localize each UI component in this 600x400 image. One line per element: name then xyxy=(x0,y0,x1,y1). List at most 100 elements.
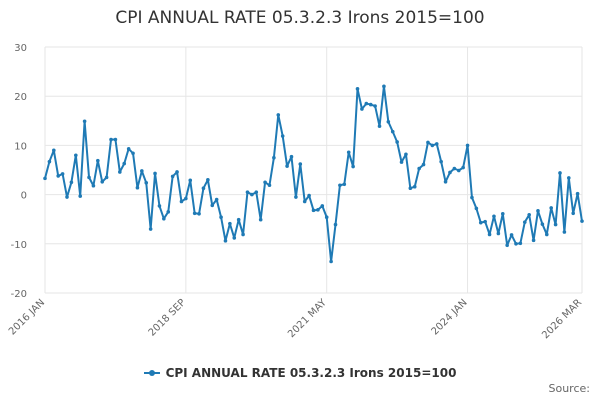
data-point[interactable] xyxy=(360,107,364,111)
data-point[interactable] xyxy=(522,220,527,224)
data-point[interactable] xyxy=(311,208,316,213)
data-point[interactable] xyxy=(43,176,47,181)
data-point[interactable] xyxy=(571,211,575,216)
data-point[interactable] xyxy=(412,184,417,189)
data-point[interactable] xyxy=(417,166,421,171)
data-point[interactable] xyxy=(162,216,166,221)
data-point[interactable] xyxy=(377,124,382,129)
data-point[interactable] xyxy=(56,174,61,178)
data-point[interactable] xyxy=(474,206,479,211)
data-point[interactable] xyxy=(118,170,122,174)
data-point[interactable] xyxy=(382,84,386,89)
data-point[interactable] xyxy=(338,183,342,188)
data-point[interactable] xyxy=(285,164,289,168)
data-point[interactable] xyxy=(82,119,87,124)
data-point[interactable] xyxy=(399,160,404,164)
data-point[interactable] xyxy=(448,170,452,175)
data-point[interactable] xyxy=(320,204,325,208)
data-point[interactable] xyxy=(575,191,580,196)
data-point[interactable] xyxy=(122,161,127,166)
data-point[interactable] xyxy=(566,176,571,180)
data-point[interactable] xyxy=(298,162,303,166)
data-point[interactable] xyxy=(78,194,83,198)
data-point[interactable] xyxy=(549,206,553,210)
data-point[interactable] xyxy=(452,166,457,171)
data-point[interactable] xyxy=(219,215,223,220)
data-point[interactable] xyxy=(514,242,518,246)
data-point[interactable] xyxy=(258,217,263,222)
data-point[interactable] xyxy=(540,222,545,226)
data-point[interactable] xyxy=(373,104,377,108)
data-point[interactable] xyxy=(214,197,219,202)
data-point[interactable] xyxy=(346,150,351,155)
data-point[interactable] xyxy=(52,148,56,153)
data-point[interactable] xyxy=(272,155,276,160)
data-point[interactable] xyxy=(254,190,259,194)
data-point[interactable] xyxy=(355,87,360,91)
data-point[interactable] xyxy=(113,137,118,142)
data-point[interactable] xyxy=(47,159,52,164)
data-point[interactable] xyxy=(294,195,298,199)
data-point[interactable] xyxy=(166,210,171,214)
data-point[interactable] xyxy=(562,230,567,234)
data-point[interactable] xyxy=(100,180,105,184)
data-point[interactable] xyxy=(302,199,307,204)
data-point[interactable] xyxy=(536,209,540,213)
data-point[interactable] xyxy=(333,222,338,227)
data-point[interactable] xyxy=(430,143,435,148)
data-point[interactable] xyxy=(197,211,201,216)
data-point[interactable] xyxy=(470,195,474,200)
data-point[interactable] xyxy=(478,220,483,225)
data-point[interactable] xyxy=(188,178,193,183)
data-point[interactable] xyxy=(206,178,210,182)
data-point[interactable] xyxy=(531,238,536,243)
data-point[interactable] xyxy=(210,203,215,208)
data-point[interactable] xyxy=(157,204,162,208)
data-point[interactable] xyxy=(461,165,465,170)
data-point[interactable] xyxy=(69,180,74,185)
data-point[interactable] xyxy=(426,140,430,145)
data-point[interactable] xyxy=(553,222,558,227)
data-point[interactable] xyxy=(236,217,241,222)
data-point[interactable] xyxy=(232,236,237,240)
data-point[interactable] xyxy=(368,102,373,107)
data-point[interactable] xyxy=(307,193,311,198)
data-point[interactable] xyxy=(456,168,461,173)
legend[interactable]: CPI ANNUAL RATE 05.3.2.3 Irons 2015=100 xyxy=(0,366,600,380)
data-point[interactable] xyxy=(465,143,470,148)
data-point[interactable] xyxy=(104,175,109,180)
data-point[interactable] xyxy=(184,196,188,201)
data-point[interactable] xyxy=(496,231,501,236)
data-point[interactable] xyxy=(60,172,65,176)
data-point[interactable] xyxy=(126,147,131,151)
data-point[interactable] xyxy=(364,101,369,106)
data-point[interactable] xyxy=(527,212,531,217)
data-point[interactable] xyxy=(395,140,399,144)
data-point[interactable] xyxy=(179,199,184,204)
data-point[interactable] xyxy=(509,233,514,237)
data-point[interactable] xyxy=(280,134,285,138)
data-point[interactable] xyxy=(241,232,245,237)
data-point[interactable] xyxy=(408,186,413,191)
data-point[interactable] xyxy=(153,171,157,176)
data-point[interactable] xyxy=(223,239,228,243)
data-point[interactable] xyxy=(170,174,175,179)
data-point[interactable] xyxy=(109,137,113,142)
data-point[interactable] xyxy=(65,195,69,199)
data-point[interactable] xyxy=(386,119,391,124)
data-point[interactable] xyxy=(329,259,333,264)
data-point[interactable] xyxy=(500,211,505,216)
data-point[interactable] xyxy=(421,162,426,167)
data-point[interactable] xyxy=(74,153,78,158)
data-point[interactable] xyxy=(276,113,281,117)
data-point[interactable] xyxy=(351,164,355,169)
data-point[interactable] xyxy=(316,208,320,212)
data-point[interactable] xyxy=(487,232,492,237)
data-point[interactable] xyxy=(144,180,149,185)
data-point[interactable] xyxy=(558,171,562,175)
data-point[interactable] xyxy=(267,183,272,188)
data-point[interactable] xyxy=(131,151,135,156)
data-point[interactable] xyxy=(505,243,509,248)
data-point[interactable] xyxy=(518,241,523,246)
data-point[interactable] xyxy=(404,152,408,157)
